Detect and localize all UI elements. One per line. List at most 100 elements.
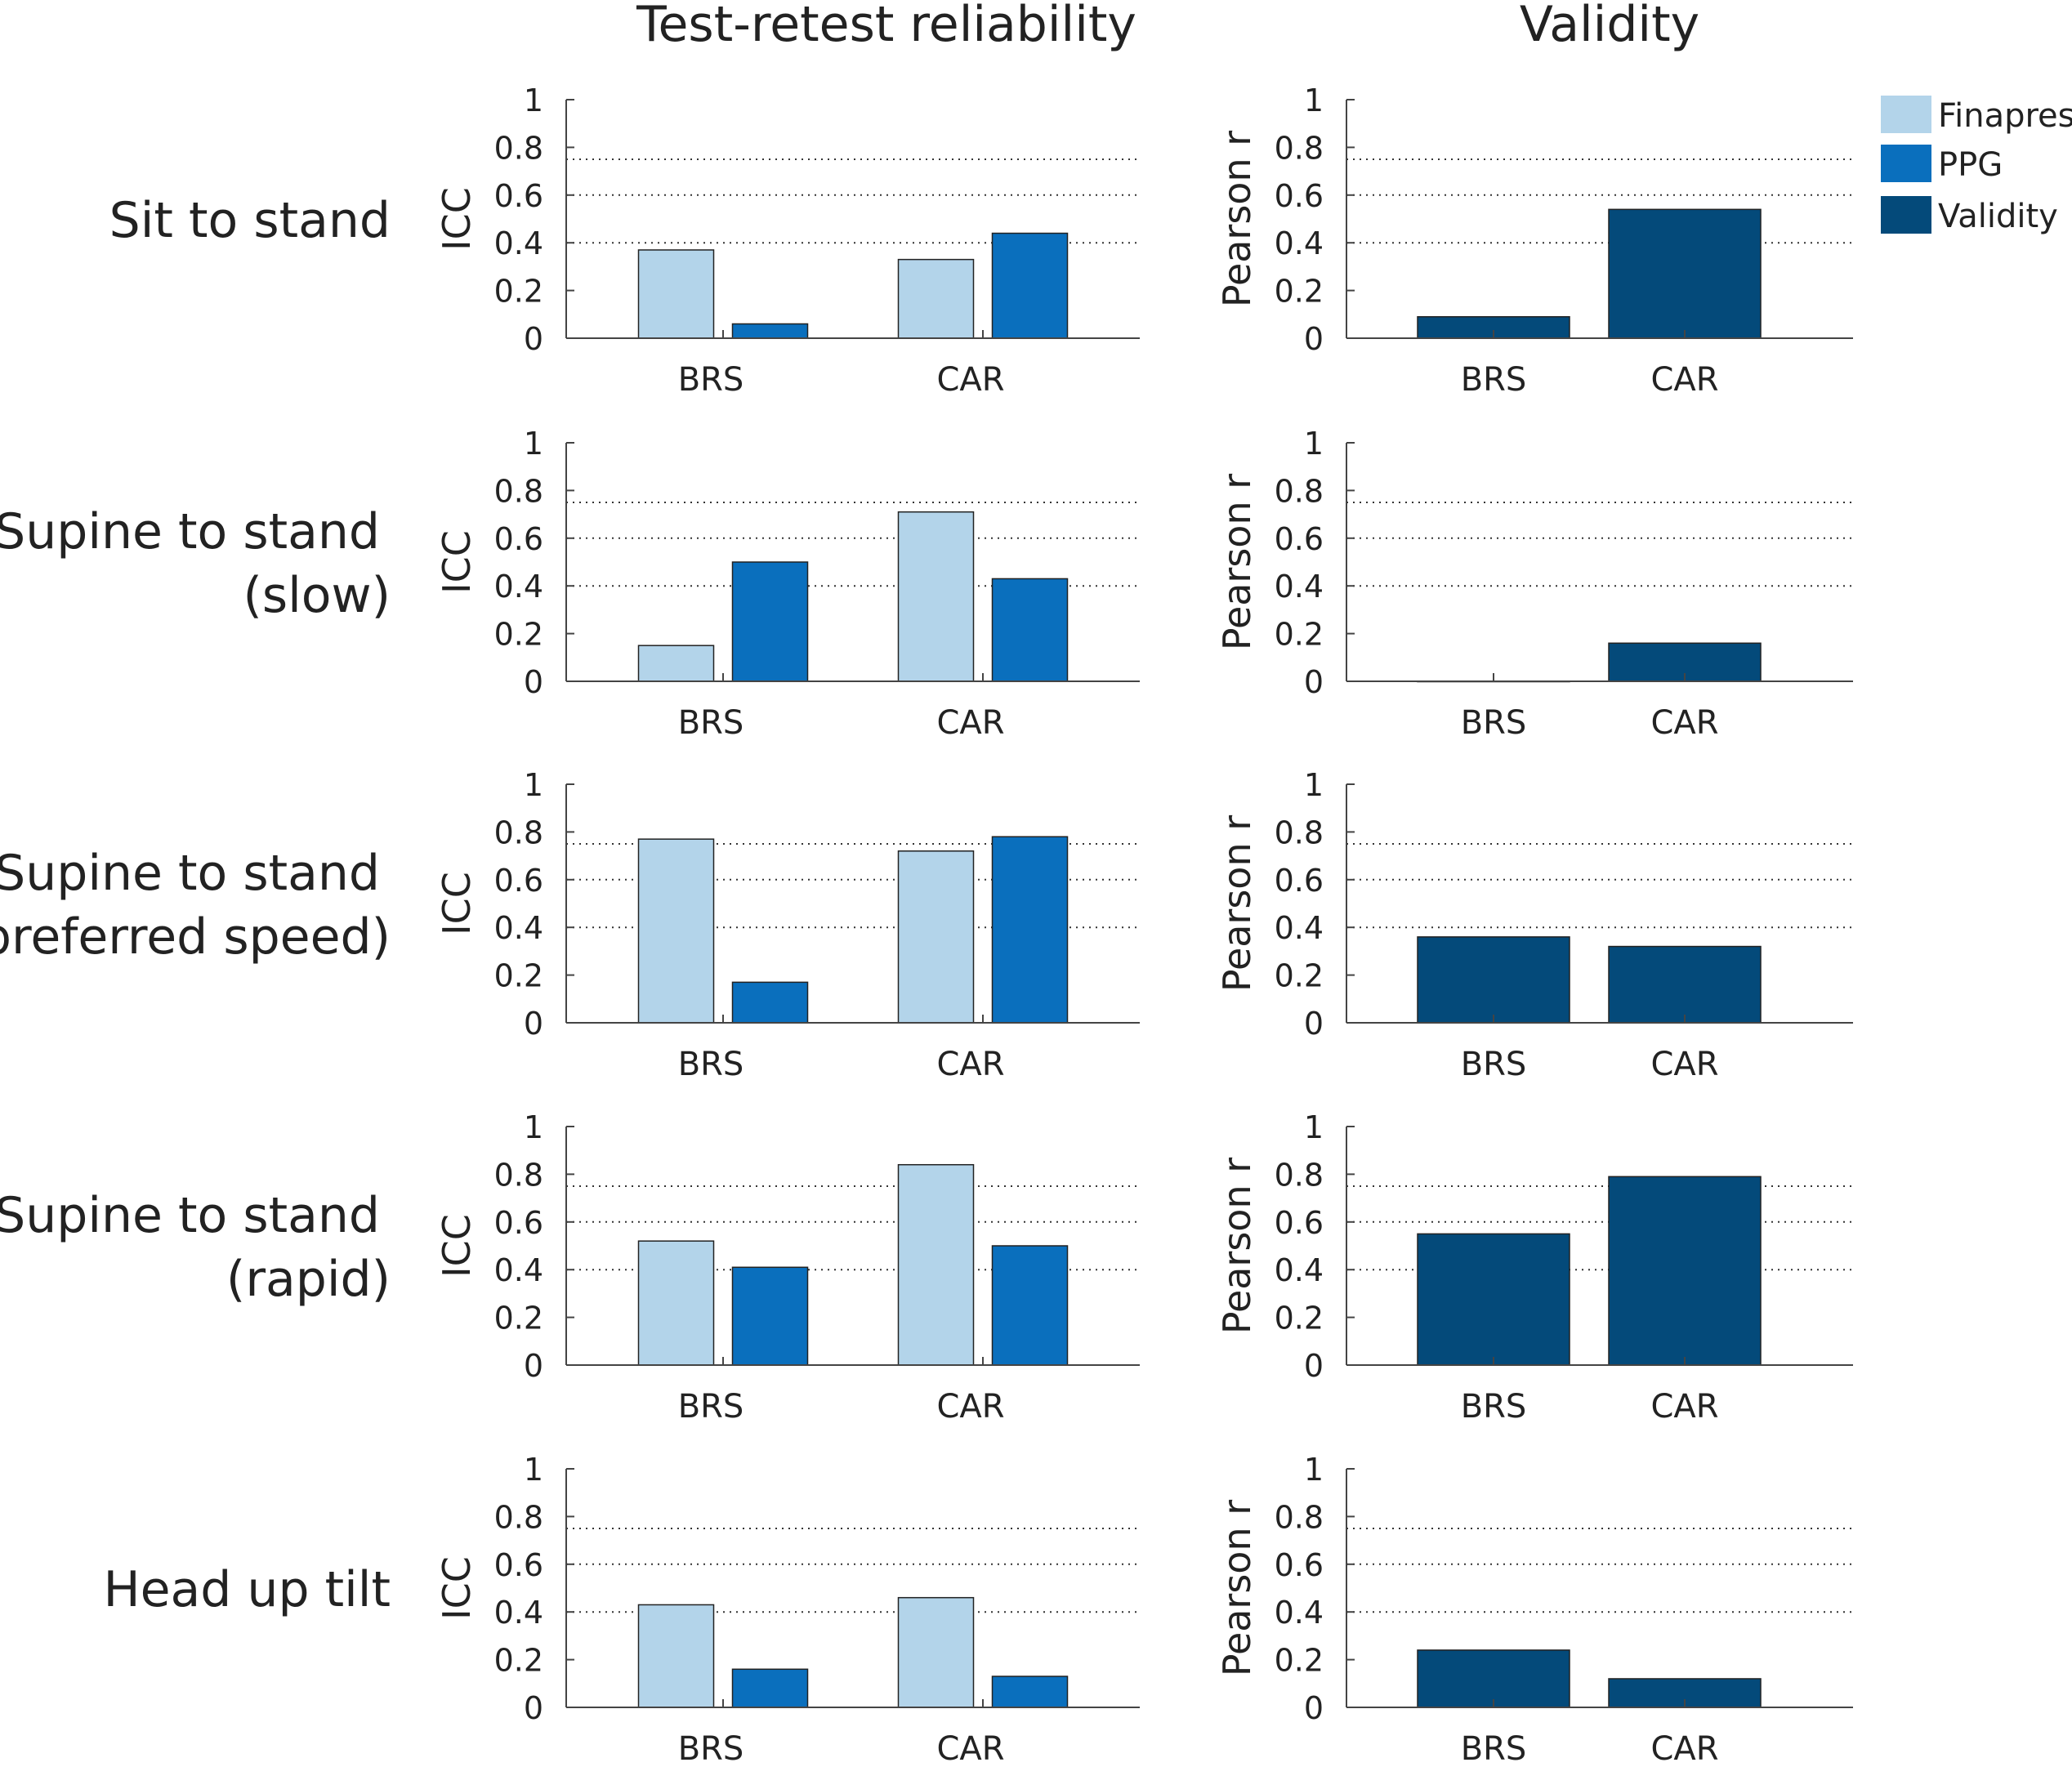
bar-finapres-brs: [637, 838, 715, 1024]
y-tick-label: 0.4: [1275, 225, 1324, 261]
y-axis-label-pearson: Pearson r: [1215, 815, 1259, 992]
x-tick-label-brs: BRS: [678, 1046, 744, 1083]
bar-ppg-brs: [731, 561, 809, 682]
y-tick-label: 0.8: [1275, 814, 1324, 850]
bar-validity-brs: [1417, 936, 1570, 1024]
x-tick-label-car: CAR: [1650, 361, 1718, 399]
y-tick-label: 0.8: [494, 1499, 543, 1535]
y-axis-label-icc: ICC: [435, 1556, 479, 1620]
y-tick-label: 0: [524, 664, 543, 700]
bar-finapres-car: [897, 1596, 975, 1708]
y-axis-label-pearson: Pearson r: [1215, 1158, 1259, 1334]
bar-ppg-car: [991, 836, 1069, 1024]
y-tick-label: 0: [1304, 664, 1324, 700]
x-tick-label-brs: BRS: [1461, 1388, 1527, 1426]
bar-finapres-car: [897, 850, 975, 1024]
legend: Finapres PPG Validity: [1881, 96, 2072, 235]
y-tick-label: 0.2: [494, 1643, 543, 1679]
validity-subplot-5: BRS CAR 0 0.2 0.4 0.6 0.8 1 Pearson r: [1215, 1452, 1853, 1767]
y-tick-label: 0.8: [494, 130, 543, 166]
y-tick-label: 0: [1304, 1690, 1324, 1726]
y-tick-label: 0.8: [494, 1157, 543, 1193]
y-tick-label: 0: [524, 1348, 543, 1384]
y-tick-label: 0.6: [1275, 1205, 1324, 1241]
y-tick-label: 1: [524, 426, 543, 462]
validity-subplot-1: BRS CAR 0 0.2 0.4 0.6 0.8 1 Pearson r: [1215, 83, 1853, 399]
validity-column-title: Validity: [1520, 0, 1699, 53]
bar-finapres-brs: [637, 1604, 715, 1708]
x-tick-label-car: CAR: [936, 1730, 1004, 1767]
row-label-line: (preferred speed): [0, 908, 391, 966]
bar-ppg-brs: [731, 323, 809, 339]
reliability-column-title: Test-retest reliability: [636, 0, 1136, 53]
bar-ppg-car: [991, 232, 1069, 339]
y-tick-label: 0.2: [494, 274, 543, 310]
x-tick-label-brs: BRS: [1461, 1046, 1527, 1083]
x-tick-label-car: CAR: [1650, 1046, 1718, 1083]
bar-finapres-brs: [637, 645, 715, 682]
y-tick-label: 0.4: [1275, 569, 1324, 605]
legend-swatch-finapres: [1881, 96, 1931, 133]
y-tick-label: 0.2: [494, 1301, 543, 1336]
x-tick-label-brs: BRS: [1461, 361, 1527, 399]
y-tick-label: 1: [1304, 83, 1324, 118]
y-tick-label: 1: [524, 83, 543, 118]
y-tick-label: 0: [1304, 1348, 1324, 1384]
bar-ppg-car: [991, 1676, 1069, 1708]
y-tick-label: 0.8: [1275, 1157, 1324, 1193]
y-tick-label: 0: [524, 1690, 543, 1726]
y-tick-label: 0.8: [1275, 1499, 1324, 1535]
x-tick-label-car: CAR: [936, 704, 1004, 742]
y-tick-label: 0.6: [1275, 521, 1324, 557]
y-tick-label: 1: [524, 1109, 543, 1145]
x-tick-label-car: CAR: [1650, 1730, 1718, 1767]
y-axis-label-pearson: Pearson r: [1215, 131, 1259, 307]
y-tick-label: 0.6: [1275, 863, 1324, 899]
legend-label-validity: Validity: [1938, 198, 2058, 235]
x-tick-label-car: CAR: [936, 361, 1004, 399]
row-label-line: Supine to stand: [0, 503, 380, 560]
bar-finapres-brs: [637, 1240, 715, 1366]
x-tick-label-brs: BRS: [678, 704, 744, 742]
bar-finapres-car: [897, 511, 975, 682]
row-label-3: Supine to stand (preferred speed): [0, 845, 391, 966]
y-tick-label: 1: [1304, 767, 1324, 803]
legend-label-finapres: Finapres: [1938, 97, 2072, 135]
y-tick-label: 1: [1304, 1452, 1324, 1488]
y-tick-label: 1: [524, 1452, 543, 1488]
y-tick-label: 0.6: [494, 863, 543, 899]
y-tick-label: 0.2: [1275, 1643, 1324, 1679]
x-tick-label-brs: BRS: [678, 1388, 744, 1426]
y-axis-label-icc: ICC: [435, 872, 479, 935]
bar-ppg-brs: [731, 981, 809, 1024]
y-tick-label: 0.8: [1275, 130, 1324, 166]
y-tick-label: 0.6: [494, 1205, 543, 1241]
y-tick-label: 1: [1304, 426, 1324, 462]
y-tick-label: 0.4: [494, 1595, 543, 1631]
row-label-line: Head up tilt: [103, 1561, 391, 1618]
y-tick-label: 0.2: [1275, 274, 1324, 310]
bar-ppg-car: [991, 1245, 1069, 1366]
y-tick-label: 0.6: [494, 178, 543, 214]
legend-swatch-validity: [1881, 196, 1931, 234]
y-tick-label: 0.8: [494, 814, 543, 850]
bar-finapres-car: [897, 258, 975, 339]
x-tick-label-car: CAR: [1650, 1388, 1718, 1426]
y-tick-label: 0: [1304, 1006, 1324, 1042]
y-tick-label: 0.4: [1275, 910, 1324, 946]
bar-validity-car: [1608, 1176, 1762, 1366]
y-tick-label: 0.6: [494, 1547, 543, 1583]
bar-validity-brs: [1417, 1233, 1570, 1366]
y-tick-label: 0.2: [1275, 1301, 1324, 1336]
y-axis-label-pearson: Pearson r: [1215, 1500, 1259, 1676]
x-tick-label-brs: BRS: [678, 361, 744, 399]
y-tick-label: 0.2: [1275, 617, 1324, 653]
y-axis-label-pearson: Pearson r: [1215, 474, 1259, 650]
row-label-line: Sit to stand: [109, 192, 391, 249]
y-tick-label: 0.8: [494, 473, 543, 509]
bar-finapres-brs: [637, 249, 715, 339]
x-tick-label-brs: BRS: [1461, 704, 1527, 742]
row-label-4: Supine to stand (rapid): [0, 1187, 391, 1308]
bar-ppg-brs: [731, 1266, 809, 1366]
